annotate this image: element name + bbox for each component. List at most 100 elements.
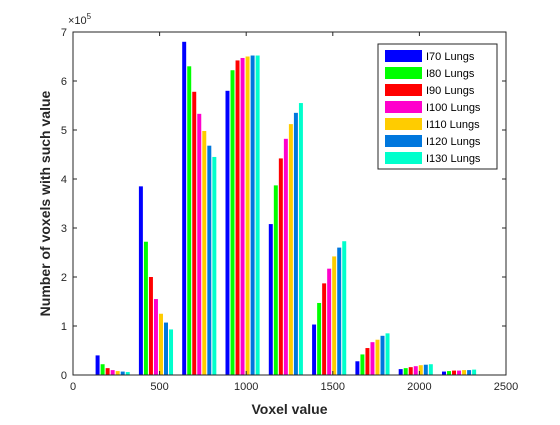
bar-i110-lungs-bin-3: [202, 130, 207, 375]
x-axis-label: Voxel value: [251, 401, 327, 417]
legend-label: I70 Lungs: [426, 51, 475, 63]
legend-swatch: [385, 135, 422, 147]
bar-i100-lungs-bin-8: [413, 366, 418, 375]
legend-label: I80 Lungs: [426, 68, 475, 80]
bar-i110-lungs-bin-1: [115, 371, 120, 375]
bar-i130-lungs-bin-7: [385, 333, 390, 375]
bar-i130-lungs-bin-4: [255, 55, 260, 376]
y-tick-label: 2: [61, 272, 67, 284]
legend: I70 Lungs I80 Lungs I90 Lungs I100 Lungs I11…: [377, 43, 498, 170]
bar-i130-lungs-bin-2: [169, 329, 174, 375]
bar-i100-lungs-bin-2: [153, 299, 158, 375]
x-tick-label: 1500: [321, 381, 345, 393]
bar-i110-lungs-bin-9: [462, 370, 467, 375]
x-tick-label: 500: [150, 381, 168, 393]
legend-swatch: [385, 118, 422, 130]
bar-i120-lungs-bin-9: [467, 370, 472, 375]
x-tick-label: 2500: [494, 381, 518, 393]
legend-swatch: [385, 101, 422, 113]
legend-label: I90 Lungs: [426, 85, 475, 97]
bar-i80-lungs-bin-5: [273, 185, 278, 375]
bar-i80-lungs-bin-4: [230, 70, 235, 375]
x-tick-label: 1000: [234, 381, 258, 393]
x-tick-label: 0: [70, 381, 76, 393]
bar-i120-lungs-bin-7: [380, 335, 385, 375]
bar-i70-lungs-bin-5: [268, 224, 273, 375]
bar-i70-lungs-bin-9: [442, 371, 446, 375]
bar-i90-lungs-bin-8: [408, 367, 413, 375]
legend-label: I130 Lungs: [426, 153, 481, 165]
legend-swatch: [385, 152, 422, 164]
bar-i90-lungs-bin-1: [105, 368, 110, 375]
bar-i110-lungs-bin-8: [418, 365, 423, 375]
bar-i130-lungs-bin-5: [298, 103, 303, 376]
x-tick-label: 2000: [407, 381, 431, 393]
bar-i90-lungs-bin-6: [322, 283, 327, 375]
bar-i70-lungs-bin-3: [182, 41, 187, 376]
legend-swatch: [385, 50, 422, 62]
legend-label: I110 Lungs: [426, 119, 480, 131]
bar-i130-lungs-bin-6: [342, 241, 347, 375]
legend-swatch: [385, 84, 422, 96]
bar-i110-lungs-bin-6: [332, 256, 337, 375]
bar-i70-lungs-bin-8: [398, 369, 403, 375]
bar-i100-lungs-bin-3: [197, 113, 202, 375]
bar-i80-lungs-bin-1: [100, 364, 105, 375]
bar-i70-lungs-bin-1: [95, 355, 100, 375]
bar-i90-lungs-bin-7: [365, 348, 370, 375]
legend-label: I100 Lungs: [426, 102, 481, 114]
y-axis: 0 1 2 3 4 5 6 7: [61, 27, 506, 382]
bar-i80-lungs-bin-3: [187, 66, 192, 376]
y-tick-label: 4: [61, 174, 67, 186]
bar-i110-lungs-bin-2: [158, 313, 163, 375]
bar-i80-lungs-bin-2: [143, 241, 148, 375]
bar-i100-lungs-bin-1: [110, 370, 115, 375]
x-axis: 0 500 1000 1500 2000 2500: [70, 32, 518, 393]
legend-label: I120 Lungs: [426, 136, 481, 148]
bar-i90-lungs-bin-9: [452, 370, 457, 375]
bar-i110-lungs-bin-5: [288, 124, 293, 376]
bar-i120-lungs-bin-3: [207, 145, 212, 375]
legend-swatch: [385, 67, 422, 79]
bar-i130-lungs-bin-8: [428, 364, 433, 375]
bar-i120-lungs-bin-2: [164, 322, 168, 375]
bar-i80-lungs-bin-9: [447, 371, 452, 375]
bar-i110-lungs-bin-7: [375, 339, 380, 375]
bar-i100-lungs-bin-5: [283, 138, 288, 375]
bar-i130-lungs-bin-3: [212, 156, 217, 375]
y-tick-label: 5: [61, 125, 67, 137]
bar-i80-lungs-bin-6: [317, 302, 322, 375]
bar-i70-lungs-bin-7: [355, 361, 360, 375]
bar-i120-lungs-bin-4: [250, 55, 255, 376]
bar-i120-lungs-bin-6: [337, 247, 342, 375]
y-exponent-label: ×105: [68, 12, 92, 27]
y-tick-label: 1: [61, 321, 67, 333]
bar-i70-lungs-bin-6: [312, 324, 317, 375]
bar-i80-lungs-bin-7: [360, 354, 365, 375]
bar-i100-lungs-bin-6: [327, 268, 332, 375]
plot-frame: [72, 31, 507, 376]
bar-i90-lungs-bin-3: [192, 91, 197, 375]
bar-i120-lungs-bin-8: [423, 364, 428, 375]
bar-i120-lungs-bin-1: [120, 371, 125, 375]
y-tick-label: 0: [61, 370, 67, 382]
y-tick-label: 6: [61, 76, 67, 88]
y-tick-label: 7: [61, 27, 67, 39]
bar-i120-lungs-bin-5: [293, 112, 298, 375]
bar-i100-lungs-bin-4: [240, 57, 245, 375]
bar-i100-lungs-bin-9: [457, 370, 462, 375]
bar-i90-lungs-bin-4: [235, 60, 240, 376]
bars-layer: [95, 41, 477, 376]
bar-i80-lungs-bin-8: [403, 368, 408, 375]
bar-i110-lungs-bin-4: [245, 56, 250, 375]
bar-i130-lungs-bin-1: [125, 372, 130, 375]
bar-i90-lungs-bin-5: [278, 158, 283, 375]
bar-i70-lungs-bin-2: [138, 186, 143, 375]
y-axis-label: Number of voxels with such value: [37, 90, 53, 316]
bar-i100-lungs-bin-7: [370, 342, 375, 375]
bar-i70-lungs-bin-4: [225, 90, 230, 376]
y-tick-label: 3: [61, 223, 67, 235]
bar-i90-lungs-bin-2: [148, 277, 153, 375]
